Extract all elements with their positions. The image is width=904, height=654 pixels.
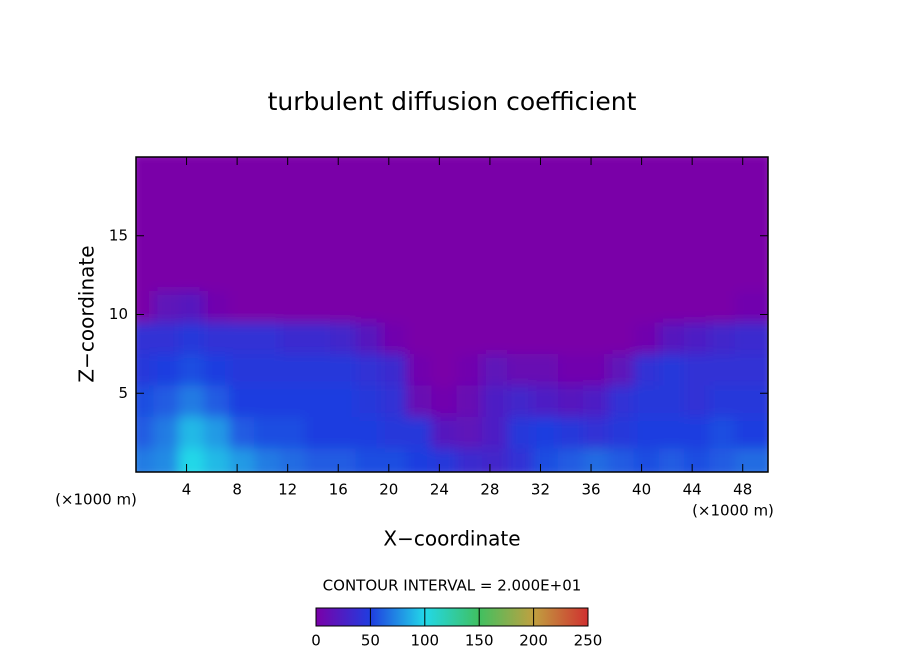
colorbar-tick-label: 100 (410, 632, 439, 650)
x-tick-label: 28 (480, 481, 499, 499)
colorbar (315, 607, 589, 627)
y-tick-label: 5 (118, 384, 128, 402)
field (136, 157, 768, 472)
colorbar-tick-label: 150 (465, 632, 494, 650)
x-tick-label: 16 (329, 481, 348, 499)
x-tick-label: 48 (733, 481, 752, 499)
y-axis-label: Z−coordinate (75, 245, 99, 382)
x-tick-label: 4 (182, 481, 192, 499)
colorbar-title: CONTOUR INTERVAL = 2.000E+01 (323, 577, 582, 595)
colorbar-tick-label: 200 (519, 632, 548, 650)
colorbar-tick-label: 50 (361, 632, 380, 650)
x-axis-label: X−coordinate (383, 527, 520, 551)
cells (136, 157, 768, 472)
x-tick-label: 8 (232, 481, 242, 499)
y-tick-label: 10 (109, 305, 128, 323)
y-tick-label: 15 (109, 226, 128, 244)
x-tick-label: 44 (683, 481, 702, 499)
x-tick-label: 40 (632, 481, 651, 499)
y-unit: (×1000 m) (55, 491, 137, 509)
cell (734, 157, 768, 197)
x-unit: (×1000 m) (692, 502, 774, 520)
x-tick-label: 20 (379, 481, 398, 499)
chart-title: turbulent diffusion coefficient (268, 87, 637, 116)
colorbar-tick-label: 0 (311, 632, 321, 650)
x-tick-label: 32 (531, 481, 550, 499)
x-tick-label: 24 (430, 481, 449, 499)
x-tick-label: 12 (278, 481, 297, 499)
colorbar-tick-label: 250 (574, 632, 603, 650)
x-tick-label: 36 (581, 481, 600, 499)
